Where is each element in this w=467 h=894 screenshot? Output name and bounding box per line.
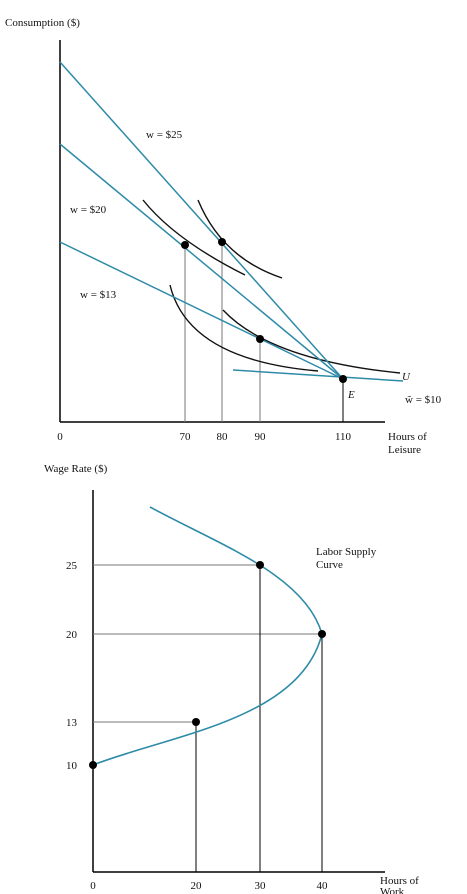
top-x-tick-80: 80 [217,431,229,443]
bottom-x-tick-30: 30 [255,880,267,892]
label-u: U [402,371,411,383]
bottom-guide-lines [93,564,323,872]
bottom-x-tick-40: 40 [317,880,329,892]
supply-curve-label: Labor Supply Curve [316,546,379,571]
label-w10: w̃ = $10 [405,394,442,406]
top-x-axis-title-line1: Hours of [388,431,427,443]
point-w20 [318,630,326,638]
point-90 [256,335,264,343]
label-w25: w = $25 [146,129,183,141]
top-x-axis-title: Hours of Leisure [388,431,430,456]
top-guide-lines [184,242,344,422]
label-e: E [347,389,355,401]
bottom-x-axis-title-line1: Hours of [380,875,419,887]
bottom-y-tick-25: 25 [66,560,78,572]
budget-line-w13 [59,241,344,380]
budget-lines [59,61,404,382]
budget-line-w20 [59,143,344,380]
top-x-tick-90: 90 [255,431,267,443]
supply-curve-label-line2: Curve [316,559,343,571]
point-w13 [192,718,200,726]
point-w10 [89,761,97,769]
budget-line-w10 [232,369,404,382]
point-w25 [256,561,264,569]
supply-curve-label-line1: Labor Supply [316,546,377,558]
bottom-points [89,561,326,769]
label-w13: w = $13 [80,289,117,301]
point-e [339,375,347,383]
bottom-y-tick-10: 10 [66,760,78,772]
point-70 [181,241,189,249]
label-w20: w = $20 [70,204,107,216]
indifference-curve-w13 [169,284,319,372]
indifference-curve-w25 [197,199,283,279]
top-points [181,238,347,383]
leisure-consumption-chart: Consumption ($) [5,17,442,456]
bottom-y-axis-title: Wage Rate ($) [44,463,108,475]
budget-line-w25 [59,61,344,380]
point-80 [218,238,226,246]
top-x-axis-title-line2: Leisure [388,444,421,456]
bottom-y-tick-20: 20 [66,629,78,641]
labor-supply-chart: Wage Rate ($) Labor Supply Curve [44,463,422,894]
bottom-x-tick-20: 20 [191,880,203,892]
indifference-curve-w20 [142,199,246,276]
bottom-y-tick-13: 13 [66,717,78,729]
bottom-x-axis-title: Hours of Work [380,875,422,894]
top-x-tick-0: 0 [57,431,63,443]
indifference-curves [142,199,401,374]
labor-supply-curve [92,506,323,766]
top-y-axis-title: Consumption ($) [5,17,80,29]
top-x-tick-70: 70 [180,431,192,443]
indifference-curve-u [222,309,401,374]
top-x-tick-110: 110 [335,431,352,443]
bottom-x-axis-title-line2: Work [380,886,405,894]
bottom-x-tick-0: 0 [90,880,96,892]
